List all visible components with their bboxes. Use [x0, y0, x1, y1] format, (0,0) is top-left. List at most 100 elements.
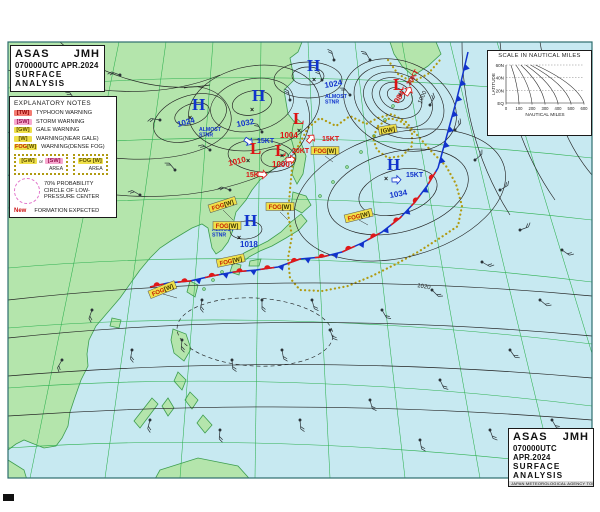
typhoon-warning-badge: [TW]: [14, 110, 32, 116]
probability-circle-icon: [14, 178, 40, 204]
landmass: [161, 397, 175, 417]
legend-item-fog: FOG[W] WARNING(DENSE FOG): [14, 144, 112, 150]
legend-item-label: WARNING(NEAR GALE): [36, 135, 99, 142]
station-wind-barb: [428, 92, 435, 107]
small-island: [331, 180, 335, 184]
warm-semicircle: [345, 245, 352, 251]
cold-triangle: [332, 252, 339, 259]
legend-item-typhoon: [TW] TYPHOON WARNING: [14, 110, 112, 116]
pressure-system-h-1034: H ×1034 15KT: [384, 155, 424, 200]
landmass: [170, 328, 192, 362]
small-island: [318, 194, 322, 198]
scale-curve: [530, 64, 572, 104]
movement-label: ALMOST STNR: [325, 94, 348, 105]
pressure-letter: H: [387, 155, 400, 174]
small-island: [211, 278, 215, 282]
agency-code: JMH: [73, 48, 100, 60]
station-wind-barb: [200, 298, 205, 313]
fog-label-bg: [343, 207, 374, 224]
warm-semicircle: [428, 174, 434, 181]
pressure-letter: L: [293, 109, 304, 128]
probability-circle-row: 70% PROBABILITY CIRCLE OF LOW-PRESSURE C…: [14, 178, 112, 204]
station-wind-barb: [147, 418, 152, 433]
cold-front-triangle: [443, 141, 450, 149]
isobar: [379, 81, 413, 111]
pressure-letter: H: [307, 56, 320, 75]
station-wind-barb: [107, 71, 122, 77]
station-layer: [17, 48, 574, 452]
map-frame: [7, 41, 593, 479]
explanatory-notes-box: EXPLANATORY NOTES [TW] TYPHOON WARNING […: [9, 96, 117, 218]
fog-label-leader: [324, 155, 334, 163]
area-label: AREA: [48, 166, 64, 172]
fog-area-badge: FOG [W]: [78, 158, 103, 164]
cold-triangle: [250, 269, 257, 276]
station-wind-barb: [298, 418, 305, 432]
station-wind-barb: [480, 260, 495, 267]
isobar: [188, 64, 320, 152]
pressure-system-h-1032: H × 1032 15KT: [236, 86, 275, 146]
warm-semicircle: [236, 268, 243, 272]
scale-xtick: 0: [505, 106, 508, 111]
pressure-system-l-1004: L×1004 15KT: [280, 109, 340, 144]
gale-area-label: [GW]: [377, 123, 398, 136]
station-wind-barb: [217, 186, 232, 192]
gale-warning-badge: [GW]: [14, 127, 32, 133]
stationary-front: [149, 167, 439, 288]
fog-warning-label: FOG[W]: [207, 196, 238, 214]
scale-xtick: 400: [555, 106, 563, 111]
station-wind-barb: [328, 328, 338, 341]
fog-label-text: FOG[W]: [269, 205, 292, 211]
meridian-line: [401, 42, 481, 478]
station-wind-barb: [57, 358, 64, 373]
cold-front-triangle: [451, 110, 459, 118]
station-wind-barb: [508, 348, 520, 359]
station-wind-barb: [310, 298, 319, 312]
isobar: [231, 90, 273, 116]
fog-warning-label: FOG[W]: [215, 253, 246, 268]
warm-semicircle: [181, 278, 188, 282]
cold-triangle: [195, 278, 202, 285]
station-wind-barb: [518, 222, 531, 232]
product-code: ASAS: [15, 48, 50, 60]
warm-semicircle: [291, 257, 298, 263]
scale-xtick: 500: [568, 106, 576, 111]
agency-footer: JAPAN METEOROLOGICAL AGENCY TOKYO: [509, 481, 593, 486]
station-wind-barb: [327, 48, 336, 62]
fog-area-boundary: [386, 58, 442, 84]
movement-arrow-icon: [285, 154, 296, 165]
landmass: [184, 391, 199, 410]
meridian-line: [449, 42, 556, 478]
scale-xtick: 200: [529, 106, 537, 111]
pressure-system-l-1010: L×1010 15KT: [227, 139, 268, 180]
isobar: [153, 93, 227, 143]
cold-front-triangle: [463, 64, 470, 71]
parallel-line: [8, 319, 592, 345]
station-wind-barb: [368, 398, 377, 412]
fog-label-leader: [358, 219, 369, 226]
center-mark: ×: [312, 77, 316, 84]
station-wind-barb: [360, 51, 372, 62]
isobar: [174, 102, 210, 126]
pressure-letter: H: [252, 86, 265, 105]
new-formation-label: FORMATION EXPECTED: [34, 208, 100, 214]
station-wind-barb: [252, 123, 264, 134]
pressure-value: 1018: [240, 240, 258, 249]
station-wind-barb: [339, 87, 352, 97]
cold-triangle: [278, 264, 285, 271]
station-wind-barb: [260, 298, 266, 313]
scale-ytick: 20N: [496, 88, 504, 93]
pressure-value: 1000: [272, 160, 290, 169]
cold-triangle: [304, 258, 311, 264]
fog-label-bg: [147, 280, 178, 299]
cold-front-triangle: [447, 126, 454, 133]
center-mark: ×: [237, 235, 241, 242]
meridian-line: [254, 42, 262, 478]
parallel-line: [8, 258, 592, 283]
movement-label: 20KT: [292, 148, 310, 155]
movement-label: 15KT: [257, 138, 275, 145]
fog-warning-badge: FOG[W]: [14, 144, 38, 150]
fog-warning-label: FOG[W]: [310, 146, 340, 155]
